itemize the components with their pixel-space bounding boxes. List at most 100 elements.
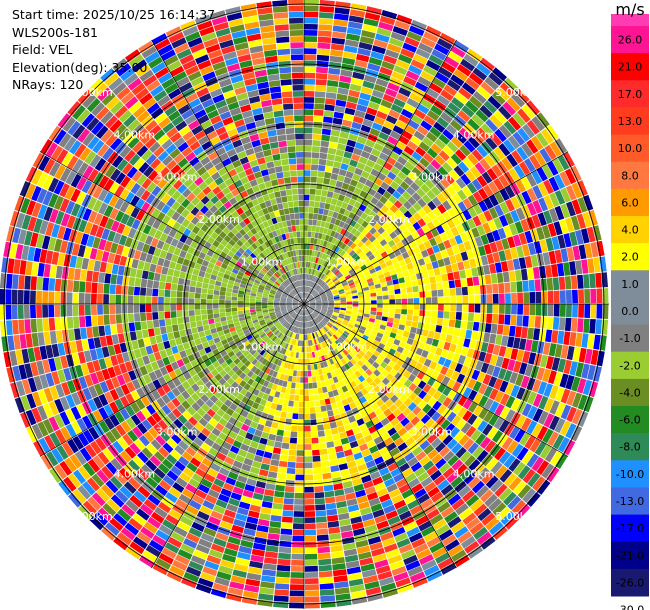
velocity-gate [435,274,442,283]
velocity-gate [307,231,312,238]
velocity-gate [429,324,437,332]
velocity-gate [326,255,332,262]
velocity-gate [304,17,319,24]
velocity-gate [497,227,507,240]
velocity-gate [304,468,313,475]
velocity-gates [0,0,609,609]
velocity-gate [165,318,172,326]
velocity-gate [443,311,450,319]
velocity-gate [298,401,304,408]
velocity-gate [274,441,283,449]
velocity-gate [298,413,304,420]
velocity-gate [213,313,220,319]
velocity-gate [313,238,318,245]
velocity-gate [353,65,367,74]
velocity-gate [504,185,516,199]
velocity-gate [482,222,492,234]
velocity-gate [318,436,326,443]
velocity-gate [337,286,344,291]
velocity-gate [25,261,33,276]
velocity-gate [478,245,486,257]
velocity-gate [455,132,467,144]
velocity-gate [557,263,565,277]
velocity-gate [213,299,219,304]
velocity-gate [518,161,531,176]
velocity-gate [473,285,481,295]
velocity-gate [364,74,377,84]
velocity-gate [403,103,416,114]
velocity-gate [348,133,358,142]
velocity-gate [304,364,308,371]
velocity-gate [452,193,462,204]
velocity-gate [411,166,422,177]
velocity-gate [363,313,370,318]
velocity-gate [314,270,319,277]
velocity-gate [328,67,341,75]
velocity-gate [569,231,578,247]
velocity-gate [365,261,373,268]
velocity-gate [337,457,347,465]
velocity-gate [361,236,369,244]
velocity-gate [451,181,462,193]
velocity-gate [281,516,293,523]
velocity-gate [225,304,231,309]
velocity-gate [362,286,370,292]
velocity-gate [548,250,557,265]
velocity-gate [583,194,594,211]
velocity-gate [418,243,426,252]
velocity-gate [342,282,349,287]
velocity-gate [319,152,328,160]
velocity-gate [534,316,542,329]
velocity-gate [140,287,147,296]
velocity-gate [487,95,502,110]
velocity-gate [580,228,590,244]
velocity-gate [442,281,450,289]
velocity-gate [417,218,427,228]
velocity-gate [412,315,419,322]
velocity-gate [490,273,498,284]
velocity-gate [307,280,311,287]
velocity-gate [436,116,449,129]
velocity-gate [382,93,395,104]
velocity-gate [379,239,388,247]
velocity-gate [110,274,118,285]
velocity-gate [401,304,408,310]
velocity-gate [404,124,417,135]
velocity-gate [190,321,197,328]
velocity-gate [309,188,316,195]
velocity-gate [386,280,393,286]
velocity-gate [231,311,238,316]
velocity-gate [486,313,493,324]
velocity-gate [84,304,91,316]
velocity-gate [462,304,469,313]
velocity-gate [535,132,549,148]
velocity-gate [520,268,528,281]
velocity-gate [374,283,381,289]
velocity-gate [420,234,429,243]
velocity-gate [326,86,338,93]
velocity-gate [176,310,183,318]
velocity-gate [382,290,389,296]
velocity-gate [260,581,275,589]
velocity-gate [380,99,393,109]
velocity-gate [457,243,466,253]
velocity-gate [276,571,290,578]
velocity-gate [320,220,326,228]
velocity-gate [524,158,536,173]
velocity-gate [322,184,329,191]
velocity-gate [549,141,562,157]
velocity-gate [450,45,466,58]
velocity-gate [337,143,346,151]
velocity-gate [364,239,372,247]
velocity-gate [312,127,322,135]
velocity-gate [547,304,554,317]
velocity-gate [503,120,517,135]
velocity-gate [91,315,98,327]
velocity-gate [195,315,202,322]
velocity-gate [314,201,320,208]
velocity-gate [183,316,190,323]
velocity-gate [373,39,388,49]
velocity-gate [407,292,414,299]
velocity-gate [421,249,429,258]
velocity-gate [446,79,461,92]
